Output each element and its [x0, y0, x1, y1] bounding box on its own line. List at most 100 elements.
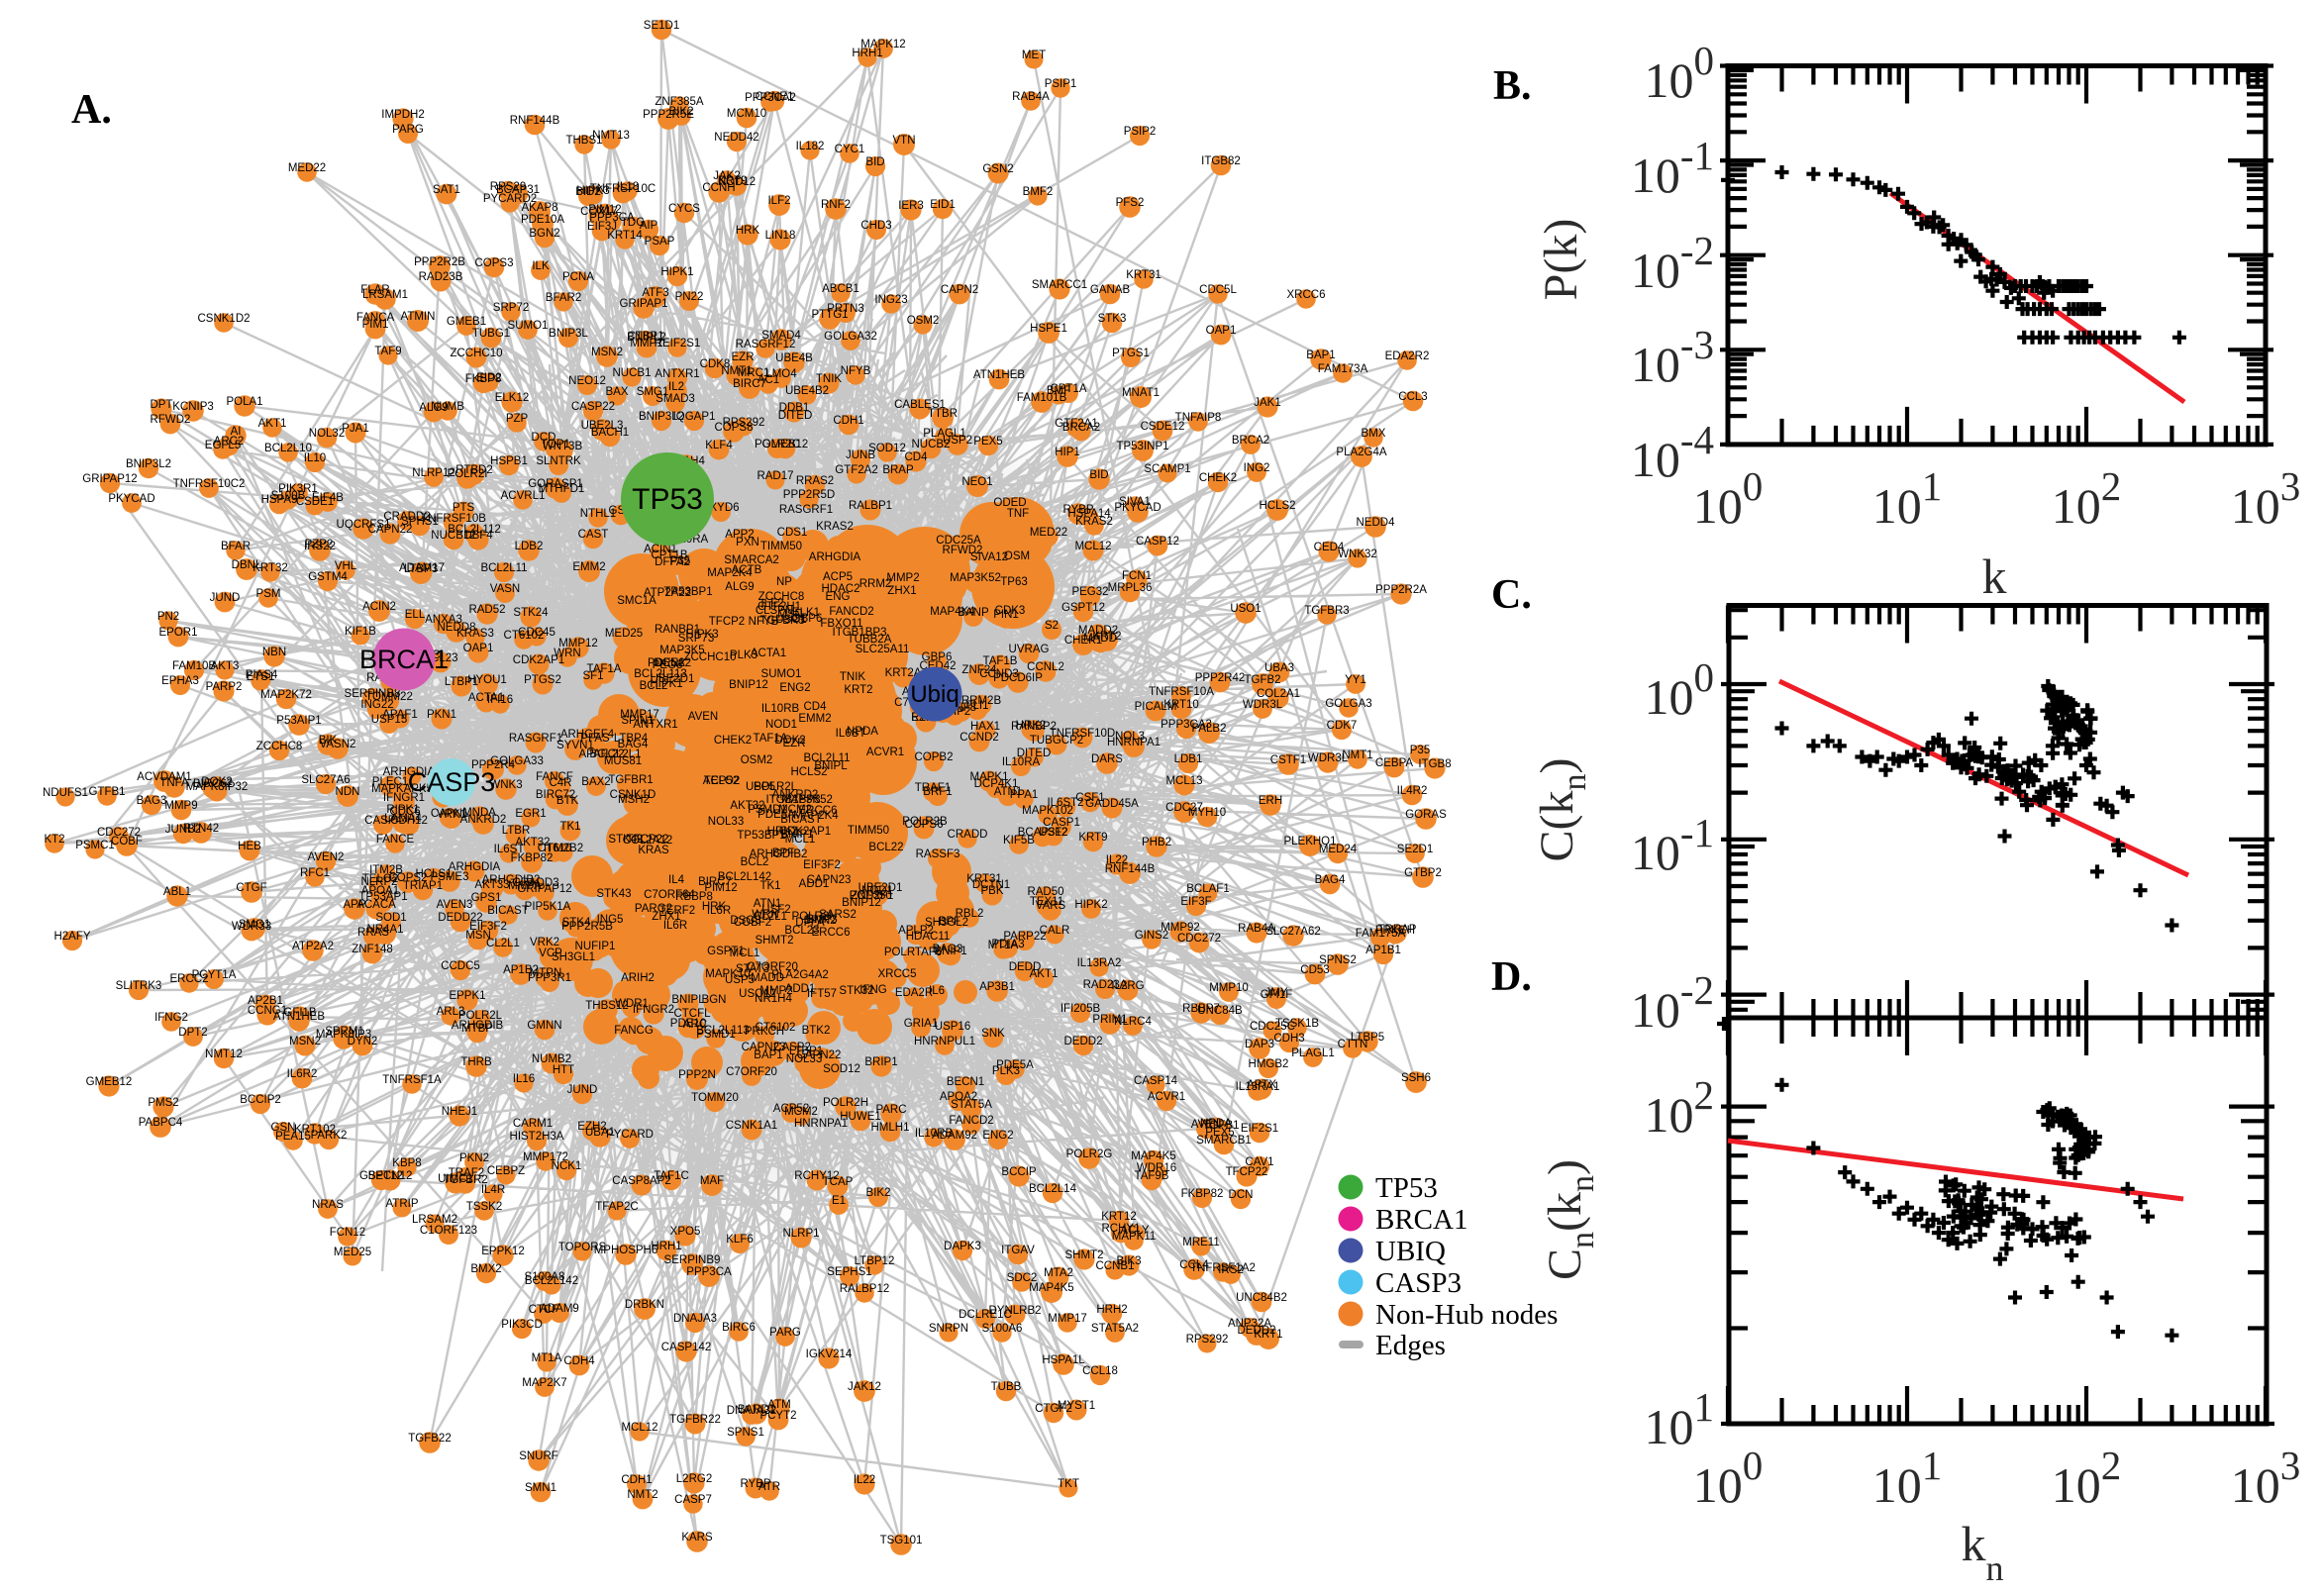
svg-text:BAG4: BAG4 [618, 739, 649, 750]
svg-text:TNFAIP8: TNFAIP8 [1175, 412, 1222, 424]
svg-text:DCD: DCD [532, 432, 556, 444]
svg-text:MAF: MAF [700, 1175, 724, 1187]
svg-text:TAF1C: TAF1C [654, 1170, 689, 1182]
svg-text:CTCFL: CTCFL [673, 1008, 711, 1020]
svg-text:CHEK2: CHEK2 [714, 735, 752, 747]
svg-text:TDG: TDG [621, 217, 645, 229]
svg-text:GBP6: GBP6 [792, 613, 823, 625]
svg-text:KRT32: KRT32 [252, 562, 288, 574]
svg-text:PSIP2: PSIP2 [1124, 126, 1157, 138]
svg-text:KIF1B: KIF1B [345, 626, 376, 638]
svg-text:TNFA: TNFA [159, 777, 189, 789]
svg-text:CRADD3: CRADD3 [512, 877, 558, 889]
svg-text:TP53BP1: TP53BP1 [663, 586, 712, 598]
svg-text:EGFL5: EGFL5 [205, 440, 241, 451]
svg-text:MSH2: MSH2 [618, 794, 650, 806]
svg-text:RAD23A: RAD23A [1083, 979, 1128, 991]
svg-text:UBE4B2: UBE4B2 [785, 385, 829, 397]
svg-text:CALR: CALR [1040, 925, 1070, 937]
svg-text:PIK3R1: PIK3R1 [278, 483, 318, 495]
svg-text:NEDD8: NEDD8 [438, 622, 476, 634]
svg-text:BCCIP: BCCIP [1001, 1166, 1036, 1178]
svg-text:ADAM9: ADAM9 [540, 1303, 579, 1315]
svg-text:GOLGA32: GOLGA32 [824, 331, 877, 343]
svg-text:BIRC72: BIRC72 [536, 789, 575, 801]
svg-text:DBF4: DBF4 [463, 530, 493, 542]
svg-text:CASP22: CASP22 [571, 401, 615, 413]
svg-text:PRTN3: PRTN3 [827, 303, 864, 315]
svg-text:PEG32: PEG32 [1071, 586, 1108, 598]
svg-text:FAM101B: FAM101B [1017, 392, 1067, 404]
svg-text:NUCB2: NUCB2 [912, 439, 951, 450]
svg-text:IRS2: IRS2 [1218, 1264, 1244, 1276]
svg-text:MET: MET [1022, 50, 1046, 61]
svg-text:CDC27: CDC27 [1165, 802, 1203, 814]
svg-text:ILF2: ILF2 [760, 598, 783, 610]
svg-text:k: k [1982, 549, 2007, 604]
svg-text:NOL33: NOL33 [708, 816, 744, 828]
svg-text:CDK2AP1: CDK2AP1 [779, 826, 831, 838]
svg-text:RANBP1: RANBP1 [655, 624, 700, 636]
svg-text:ALG9: ALG9 [419, 402, 448, 414]
svg-text:PLA2G4A2: PLA2G4A2 [771, 969, 829, 981]
svg-text:ARHGDIA: ARHGDIA [809, 551, 861, 563]
svg-text:EPPK12: EPPK12 [481, 1246, 524, 1257]
svg-text:TGFBR22: TGFBR22 [669, 1414, 721, 1426]
svg-text:SMAD4: SMAD4 [761, 330, 801, 342]
svg-text:BAP1: BAP1 [1306, 349, 1335, 361]
svg-text:TGFB2: TGFB2 [1244, 674, 1280, 686]
svg-text:RAB4A: RAB4A [1012, 91, 1050, 103]
svg-text:BGN: BGN [702, 994, 727, 1006]
svg-text:SPIN1: SPIN1 [621, 715, 654, 727]
svg-text:HSPE1: HSPE1 [1030, 323, 1067, 335]
svg-text:MCL12: MCL12 [621, 1422, 657, 1434]
svg-text:ACTA1: ACTA1 [751, 648, 786, 659]
svg-text:DAPK3: DAPK3 [944, 1241, 981, 1252]
svg-text:DFFA2: DFFA2 [655, 556, 690, 568]
svg-text:MSN2: MSN2 [289, 1036, 321, 1047]
svg-text:LTBP12: LTBP12 [855, 1255, 895, 1267]
svg-text:RANBP2: RANBP2 [1011, 721, 1057, 733]
svg-text:S100B: S100B [271, 490, 306, 502]
svg-text:KARS: KARS [681, 1532, 713, 1544]
svg-text:TGFBR3: TGFBR3 [1304, 605, 1349, 617]
svg-text:RALBP1: RALBP1 [849, 500, 892, 512]
svg-text:FANCA: FANCA [356, 312, 395, 324]
svg-text:DNAJA3: DNAJA3 [673, 1313, 717, 1325]
svg-text:EZH2: EZH2 [577, 1121, 606, 1133]
svg-text:UBE2D1: UBE2D1 [651, 673, 695, 685]
svg-text:IQGAP1: IQGAP1 [673, 411, 716, 423]
svg-text:TIMM50: TIMM50 [760, 541, 802, 552]
svg-text:MAPK1: MAPK1 [970, 771, 1009, 783]
svg-text:WDR3L: WDR3L [1308, 752, 1349, 764]
svg-text:CAST: CAST [578, 529, 609, 541]
svg-text:PBK: PBK [980, 885, 1003, 897]
svg-text:NPDA: NPDA [1200, 1118, 1232, 1130]
svg-text:CD53: CD53 [1300, 964, 1329, 976]
svg-text:SE2D1: SE2D1 [1397, 844, 1433, 855]
svg-text:RYBP: RYBP [1062, 504, 1093, 516]
svg-text:CCNG1: CCNG1 [248, 1005, 287, 1017]
svg-text:MCM2: MCM2 [778, 804, 812, 816]
svg-text:TUBB2A: TUBB2A [848, 634, 892, 646]
svg-text:IL6ST: IL6ST [494, 844, 525, 855]
svg-text:HRK2: HRK2 [1016, 720, 1047, 732]
svg-text:SMAD3: SMAD3 [656, 393, 695, 405]
svg-text:MAPK8IP3: MAPK8IP3 [316, 1029, 371, 1041]
svg-text:KRT2: KRT2 [844, 684, 872, 696]
svg-text:PPP2R5D: PPP2R5D [783, 489, 835, 501]
svg-text:DEDD2: DEDD2 [1238, 1325, 1276, 1337]
svg-text:APAF1: APAF1 [382, 709, 418, 721]
svg-text:ACP5: ACP5 [823, 571, 853, 583]
svg-text:ATN1HEB: ATN1HEB [973, 369, 1026, 381]
svg-text:CCL4: CCL4 [1179, 1259, 1209, 1271]
svg-text:BTK: BTK [556, 795, 579, 807]
svg-text:BFAR: BFAR [221, 541, 251, 552]
svg-text:IMPDH2: IMPDH2 [381, 109, 424, 121]
svg-text:AI: AI [231, 426, 242, 438]
svg-text:DARS: DARS [1091, 753, 1123, 765]
svg-text:CASP1: CASP1 [1043, 817, 1080, 829]
svg-text:TGFBR2: TGFBR2 [443, 1174, 487, 1186]
svg-text:NMT12: NMT12 [205, 1048, 243, 1060]
svg-text:NLRP1: NLRP1 [782, 1228, 819, 1240]
